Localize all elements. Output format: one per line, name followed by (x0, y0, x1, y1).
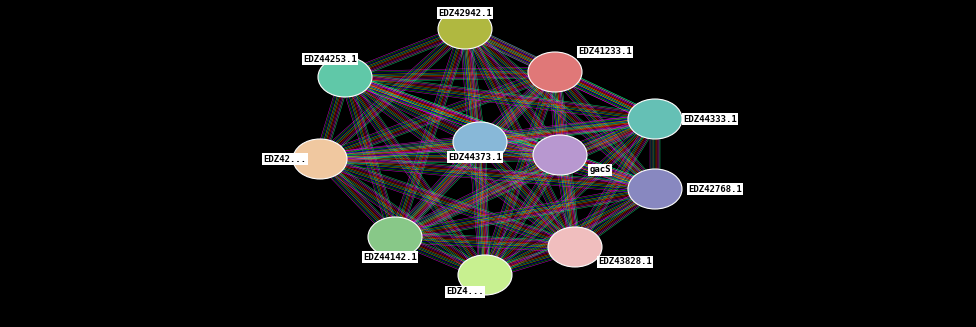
Text: gacS: gacS (590, 165, 611, 175)
Ellipse shape (528, 52, 582, 92)
Ellipse shape (293, 139, 347, 179)
Text: EDZ44333.1: EDZ44333.1 (683, 114, 737, 124)
Ellipse shape (548, 227, 602, 267)
Text: EDZ42...: EDZ42... (264, 154, 306, 164)
Text: EDZ44373.1: EDZ44373.1 (448, 152, 502, 162)
Text: EDZ41233.1: EDZ41233.1 (578, 47, 631, 57)
Text: EDZ43828.1: EDZ43828.1 (598, 257, 652, 267)
Ellipse shape (318, 57, 372, 97)
Ellipse shape (368, 217, 422, 257)
Ellipse shape (628, 169, 682, 209)
Text: EDZ42768.1: EDZ42768.1 (688, 184, 742, 194)
Ellipse shape (628, 99, 682, 139)
Text: EDZ4...: EDZ4... (446, 287, 484, 297)
Text: EDZ44253.1: EDZ44253.1 (304, 55, 357, 63)
Text: EDZ44142.1: EDZ44142.1 (363, 252, 417, 262)
Ellipse shape (533, 135, 587, 175)
Text: EDZ42942.1: EDZ42942.1 (438, 9, 492, 18)
Ellipse shape (453, 122, 507, 162)
Ellipse shape (458, 255, 512, 295)
Ellipse shape (438, 9, 492, 49)
